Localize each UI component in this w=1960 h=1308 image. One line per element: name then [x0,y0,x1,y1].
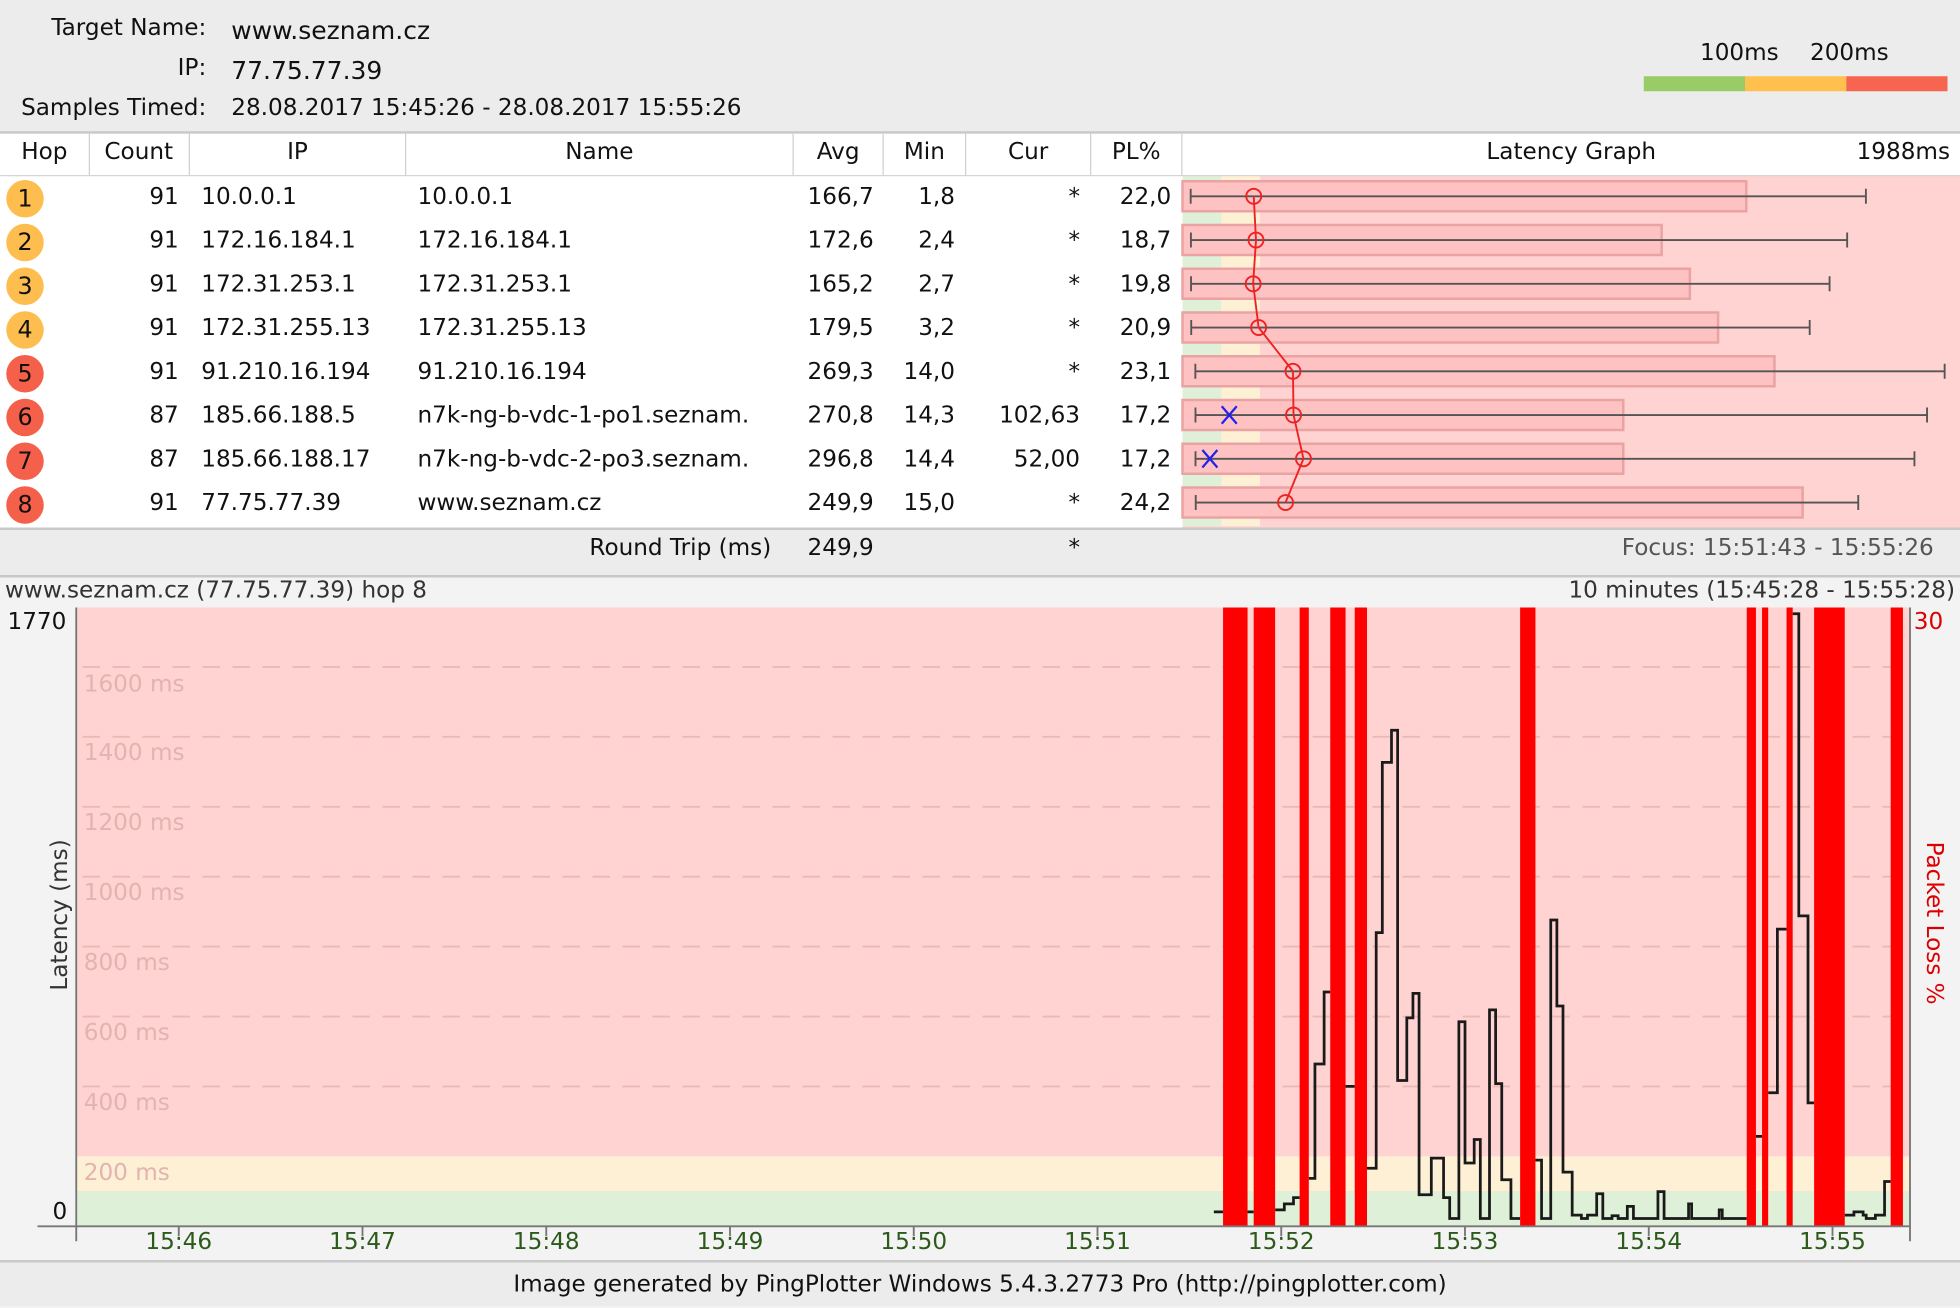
packet-loss-bar [1330,608,1345,1227]
packet-loss-bar [1787,608,1793,1227]
packet-loss-bar [1223,608,1248,1227]
grid-label: 800 ms [84,950,170,976]
packet-loss-bar [1300,608,1309,1227]
y-axis-title: Latency (ms) [47,841,73,991]
grid-label: 1600 ms [84,671,185,697]
packet-loss-bar [1747,608,1756,1227]
y-axis-top-label: 1770 [8,609,67,635]
packet-loss-bar [1891,608,1903,1227]
x-tick-label: 15:52 [1246,1229,1316,1255]
x-tick-label: 15:55 [1798,1229,1868,1255]
grid-label: 400 ms [84,1090,170,1116]
packet-loss-bar [1355,608,1367,1227]
x-tick-label: 15:53 [1430,1229,1500,1255]
x-tick-label: 15:48 [511,1229,581,1255]
zone-green [76,1191,1910,1226]
y2-axis-top-label: 30 [1914,609,1943,635]
x-tick-label: 15:54 [1614,1229,1684,1255]
y-axis-bottom-label: 0 [53,1199,68,1225]
packet-loss-bar [1520,608,1535,1227]
x-tick-label: 15:50 [879,1229,949,1255]
footer: Image generated by PingPlotter Windows 5… [0,1260,1960,1306]
grid-label: 1200 ms [84,811,185,837]
packet-loss-bar [1762,608,1768,1227]
packet-loss-bar [1254,608,1275,1227]
grid-label: 1000 ms [84,880,185,906]
x-tick-label: 15:51 [1063,1229,1133,1255]
zone-red [76,608,1910,1227]
y2-axis-title: Packet Loss % [1921,836,1947,1011]
grid-label: 600 ms [84,1020,170,1046]
packet-loss-bar [1814,608,1845,1227]
grid-label: 1400 ms [84,741,185,767]
x-tick-label: 15:46 [144,1229,214,1255]
zone-yellow [76,1156,1910,1191]
grid-label: 200 ms [84,1160,170,1186]
x-tick-label: 15:49 [695,1229,765,1255]
x-tick-label: 15:47 [328,1229,398,1255]
